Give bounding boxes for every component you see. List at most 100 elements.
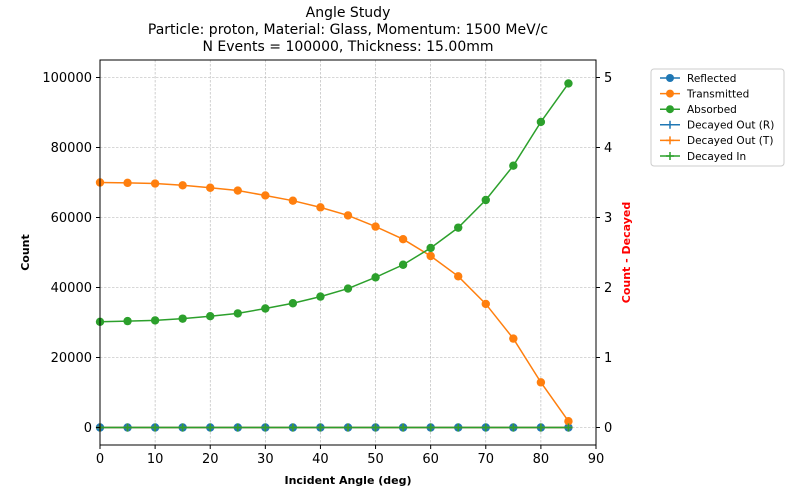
data-point: [316, 203, 325, 212]
data-point: [151, 423, 160, 432]
y-tick-label: 100000: [42, 71, 92, 86]
x-tick-label: 30: [257, 452, 274, 467]
y-axis-right: 0 1 2 3 4 5: [596, 71, 612, 436]
y2-tick-label: 5: [604, 71, 612, 86]
legend-item-decayed-in: Decayed In: [660, 151, 746, 163]
data-point: [481, 423, 490, 432]
data-point: [509, 334, 518, 343]
series-line-absorbed: [99, 83, 570, 323]
legend-item-decayed-out-r: Decayed Out (R): [660, 120, 774, 132]
legend-label: Decayed In: [687, 151, 746, 163]
y-tick-label: 20000: [51, 351, 92, 366]
data-point: [371, 222, 380, 231]
data-point: [343, 284, 353, 293]
y-tick-label: 60000: [51, 211, 92, 226]
data-point: [261, 191, 270, 200]
data-point: [233, 186, 242, 195]
data-point: [343, 211, 353, 220]
x-tick-label: 40: [312, 452, 329, 467]
data-point: [261, 423, 270, 432]
legend-label: Decayed Out (T): [687, 135, 773, 147]
legend: Reflected Transmitted Absorbed Decayed Out …: [650, 68, 785, 167]
data-point: [564, 417, 573, 426]
data-point: [426, 243, 435, 253]
x-tick-label: 0: [96, 452, 104, 467]
y-tick-label: 80000: [51, 141, 92, 156]
data-point: [288, 299, 298, 308]
legend-item-reflected: Reflected: [660, 73, 736, 85]
series-line-transmitted: [99, 181, 570, 422]
x-tick-label: 80: [533, 452, 550, 467]
data-point: [371, 273, 380, 282]
y2-tick-label: 1: [604, 351, 612, 366]
legend-marker: [666, 105, 674, 114]
x-tick-label: 50: [367, 452, 384, 467]
data-point: [454, 223, 463, 232]
legend-label: Transmitted: [686, 88, 749, 100]
x-axis: 0 10 20 30 40 50 60 70 80 90: [96, 445, 604, 467]
data-point: [536, 378, 546, 387]
y-axis-left: 0 20000 40000 60000 80000 100000: [42, 71, 100, 436]
y-tick-label: 40000: [51, 281, 92, 296]
title-line-3: N Events = 100000, Thickness: 15.00mm: [202, 39, 493, 55]
data-point: [233, 423, 242, 432]
legend-marker: [666, 136, 674, 145]
data-point: [261, 304, 270, 313]
data-point: [481, 195, 490, 205]
legend-marker: [666, 89, 674, 98]
title-line-2: Particle: proton, Material: Glass, Momen…: [148, 22, 548, 38]
data-point: [536, 117, 546, 127]
y2-tick-label: 3: [604, 211, 612, 226]
data-point: [206, 183, 215, 192]
legend-marker: [666, 120, 674, 129]
x-tick-label: 20: [202, 452, 219, 467]
data-point: [288, 196, 298, 205]
y2-tick-label: 4: [604, 141, 612, 156]
data-point: [344, 423, 352, 432]
y2-tick-label: 2: [604, 281, 612, 296]
data-point: [150, 179, 160, 188]
legend-label: Absorbed: [687, 104, 737, 116]
x-tick-label: 70: [478, 452, 495, 467]
series-layer: [95, 79, 573, 432]
data-point: [426, 423, 435, 432]
x-tick-label: 90: [588, 452, 605, 467]
data-point: [454, 272, 463, 281]
data-point: [564, 79, 573, 88]
data-point: [398, 260, 408, 269]
series-absorbed: [95, 79, 573, 326]
data-point: [454, 423, 463, 432]
legend-marker: [666, 152, 674, 160]
y2-tick-label: 0: [604, 421, 612, 436]
series-decayed-in: [96, 423, 573, 432]
data-point: [509, 161, 518, 170]
data-point: [178, 314, 187, 323]
legend-marker: [666, 74, 674, 82]
data-point: [123, 316, 132, 326]
data-point: [233, 309, 242, 318]
data-point: [316, 423, 325, 432]
data-point: [536, 423, 545, 432]
data-point: [481, 299, 490, 309]
x-tick-label: 60: [422, 452, 439, 467]
legend-item-transmitted: Transmitted: [660, 88, 749, 100]
legend-label: Decayed Out (R): [687, 120, 774, 132]
legend-label: Reflected: [687, 73, 736, 85]
data-point: [123, 423, 132, 432]
series-transmitted: [95, 178, 573, 426]
data-point: [426, 251, 435, 261]
title-line-1: Angle Study: [306, 5, 391, 21]
data-point: [509, 423, 518, 432]
y2-axis-label: Count - Decayed: [620, 202, 633, 303]
data-point: [178, 181, 187, 190]
y-axis-label: Count: [19, 234, 32, 271]
x-tick-label: 10: [147, 452, 164, 467]
data-point: [316, 292, 325, 301]
data-point: [150, 316, 160, 325]
legend-box: [650, 68, 785, 167]
legend-item-decayed-out-t: Decayed Out (T): [660, 135, 773, 147]
data-point: [399, 423, 408, 432]
plot-frame: [99, 59, 597, 446]
